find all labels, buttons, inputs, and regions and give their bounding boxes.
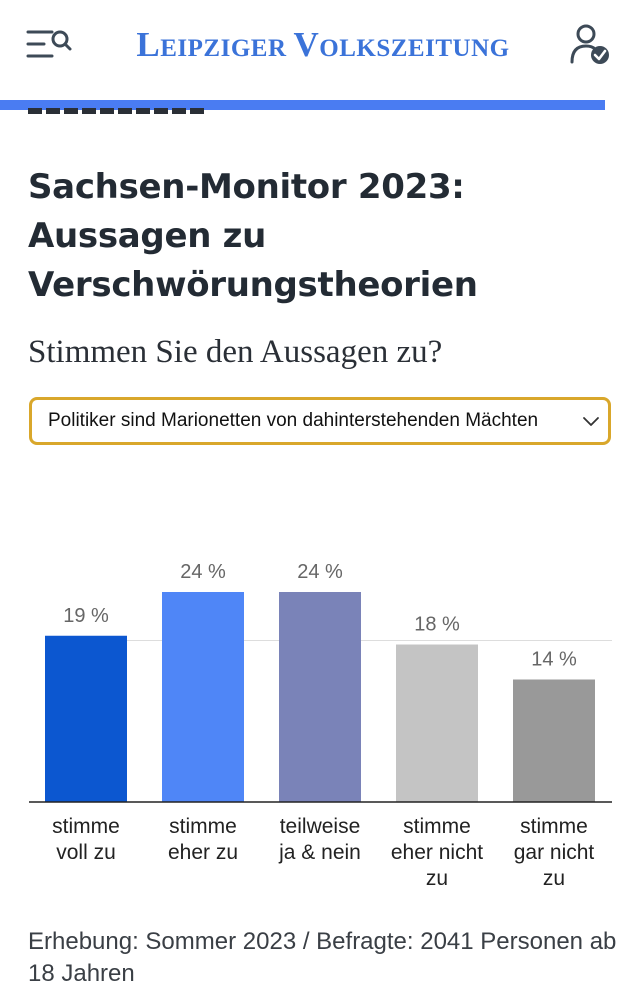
chart-bar bbox=[45, 635, 127, 802]
chart-bar bbox=[162, 592, 244, 802]
menu-search-icon[interactable] bbox=[26, 26, 74, 66]
page-title: Sachsen-Monitor 2023: Aussagen zu Versch… bbox=[28, 167, 478, 305]
chart-category-label: eher nicht bbox=[391, 841, 483, 864]
chart-bar bbox=[396, 644, 478, 802]
chart-category-label: stimme bbox=[169, 815, 237, 838]
chart-category-label: voll zu bbox=[56, 841, 116, 864]
chart-category-label: teilweise bbox=[280, 815, 361, 838]
chart-value-label: 14 % bbox=[531, 649, 577, 671]
logo-second-word: Volkszeitung bbox=[293, 25, 510, 64]
chart-category-label: stimme bbox=[52, 815, 120, 838]
chart-bar bbox=[513, 679, 595, 802]
chart-value-label: 18 % bbox=[414, 614, 460, 636]
chart-value-label: 19 % bbox=[63, 605, 109, 627]
logo-first-word: Leipziger bbox=[136, 25, 287, 64]
clipped-text-fragment bbox=[28, 100, 218, 114]
statement-select-value: Politiker sind Marionetten von dahinters… bbox=[48, 410, 539, 431]
site-logo[interactable]: Leipziger Volkszeitung bbox=[128, 22, 518, 68]
chart-category-label: stimme bbox=[520, 815, 588, 838]
chevron-down-icon bbox=[582, 413, 600, 429]
survey-footnote: Erhebung: Sommer 2023 / Befragte: 2041 P… bbox=[28, 928, 617, 987]
question-heading: Stimmen Sie den Aussagen zu? bbox=[28, 334, 443, 370]
chart-category-label: stimme bbox=[403, 815, 471, 838]
chart-category-label: zu bbox=[543, 867, 565, 890]
header-accent-bar bbox=[0, 100, 605, 110]
user-check-icon[interactable] bbox=[568, 22, 614, 68]
chart-value-label: 24 % bbox=[180, 561, 226, 583]
chart-value-label: 24 % bbox=[297, 561, 343, 583]
chart-bar bbox=[279, 592, 361, 802]
site-header: Leipziger Volkszeitung bbox=[0, 0, 640, 100]
bar-chart: 19 % stimme voll zu 24 % stimme eher zu 24 % te… bbox=[29, 561, 612, 890]
chart-category-label: zu bbox=[426, 867, 448, 890]
chart-category-label: gar nicht bbox=[514, 841, 595, 864]
chart-category-label: eher zu bbox=[168, 841, 238, 864]
statement-select[interactable]: Politiker sind Marionetten von dahinters… bbox=[29, 397, 611, 445]
chart-category-label: ja & nein bbox=[278, 841, 361, 864]
